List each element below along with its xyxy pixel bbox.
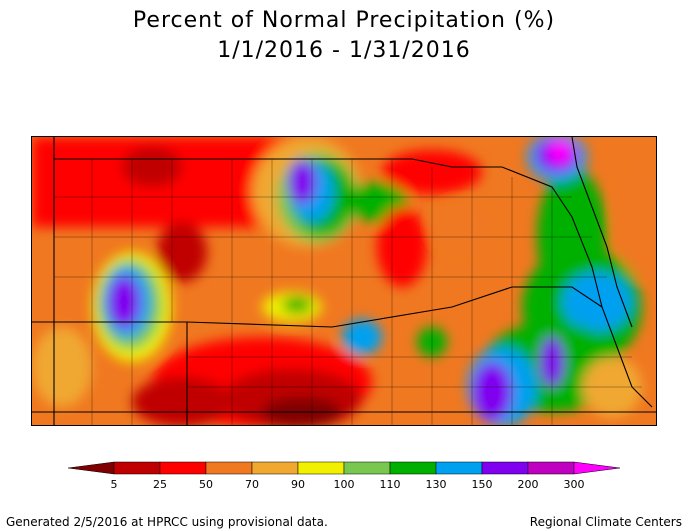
- legend-tick-label: 100: [333, 478, 355, 491]
- legend-swatch-5-25: [113, 461, 161, 475]
- legend-tick-label: 150: [471, 478, 493, 491]
- legend-swatch-200-300: [527, 461, 575, 475]
- map-date-range: 1/1/2016 - 1/31/2016: [217, 38, 471, 63]
- precipitation-map: [31, 136, 657, 426]
- map-title: Percent of Normal Precipitation (%): [132, 8, 556, 33]
- legend-swatch-110-130: [389, 461, 437, 475]
- legend-swatch-above-300: [573, 461, 620, 475]
- county-boundaries: [54, 159, 642, 425]
- legend-tick-label: 90: [291, 478, 305, 491]
- legend-swatch-70-90: [251, 461, 299, 475]
- credit-note: Regional Climate Centers: [529, 515, 682, 529]
- legend-tick-label: 50: [199, 478, 213, 491]
- legend-swatch-100-110: [343, 461, 391, 475]
- legend-tick-label: 25: [153, 478, 167, 491]
- legend-swatch-below-5: [68, 461, 115, 475]
- legend-swatch-50-70: [205, 461, 253, 475]
- legend-swatch-25-50: [159, 461, 207, 475]
- legend-swatch-90-100: [297, 461, 345, 475]
- legend-tick-label: 200: [517, 478, 539, 491]
- legend-tick-label: 300: [563, 478, 585, 491]
- precipitation-map-canvas: [32, 137, 656, 425]
- state-boundaries: [32, 137, 656, 425]
- legend-swatch-130-150: [435, 461, 483, 475]
- color-scale-legend: [68, 461, 620, 475]
- legend-tick-label: 5: [110, 478, 118, 491]
- generated-note: Generated 2/5/2016 at HPRCC using provis…: [6, 515, 328, 529]
- legend-tick-label: 70: [245, 478, 259, 491]
- legend-tick-label: 130: [425, 478, 447, 491]
- legend-tick-label: 110: [379, 478, 401, 491]
- legend-swatch-150-200: [481, 461, 529, 475]
